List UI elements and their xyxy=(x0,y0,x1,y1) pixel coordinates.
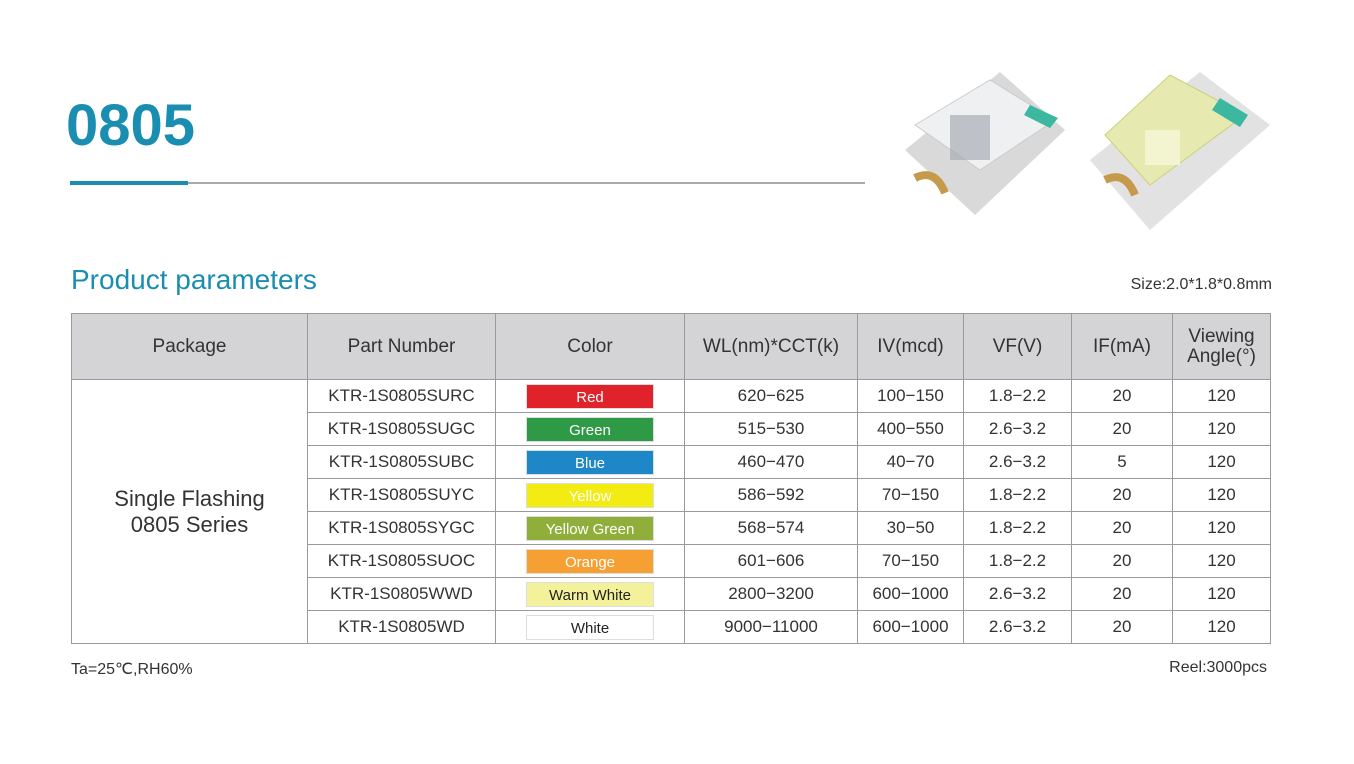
vf-cell: 2.6−3.2 xyxy=(963,445,1072,479)
iv-cell: 70−150 xyxy=(857,544,964,578)
color-swatch: Yellow xyxy=(526,482,654,508)
led-clear xyxy=(905,72,1065,215)
color-cell: Yellow xyxy=(495,478,685,512)
angle-cell: 120 xyxy=(1172,379,1271,413)
color-cell: Red xyxy=(495,379,685,413)
table-row: KTR-1S0805SUBC Blue 460−470 40−70 2.6−3.2 5 12… xyxy=(72,445,1271,479)
iv-cell: 30−50 xyxy=(857,511,964,545)
vf-cell: 2.6−3.2 xyxy=(963,412,1072,446)
iv-cell: 40−70 xyxy=(857,445,964,479)
if-cell: 5 xyxy=(1071,445,1173,479)
if-cell: 20 xyxy=(1071,412,1173,446)
footer-note: Reel:3000pcs xyxy=(1169,659,1267,676)
params-table: Package Part Number Color WL(nm)*CCT(k) IV(m… xyxy=(71,313,1271,644)
if-cell: 20 xyxy=(1071,478,1173,512)
if-cell: 20 xyxy=(1071,577,1173,611)
footer-note: Ta=25℃,RH60% xyxy=(71,661,193,678)
iv-cell: 600−1000 xyxy=(857,610,964,644)
table-row: KTR-1S0805SUYC Yellow 586−592 70−150 1.8−2.2… xyxy=(72,478,1271,512)
vf-cell: 2.6−3.2 xyxy=(963,610,1072,644)
decor xyxy=(70,72,1270,230)
angle-cell: 120 xyxy=(1172,577,1271,611)
wl-cell: 460−470 xyxy=(684,445,858,479)
if-cell: 20 xyxy=(1071,511,1173,545)
wl-cell: 515−530 xyxy=(684,412,858,446)
header-cell: Part Number xyxy=(307,313,496,380)
accent-line xyxy=(70,181,188,185)
table-row: Single Flashing 0805 Series KTR-1S0805SUR… xyxy=(71,379,1271,644)
if-cell: 20 xyxy=(1071,544,1173,578)
vf-cell: 1.8−2.2 xyxy=(963,478,1072,512)
angle-cell: 120 xyxy=(1172,511,1271,545)
header-cell: IV(mcd) xyxy=(857,313,964,380)
iv-cell: 600−1000 xyxy=(857,577,964,611)
wl-cell: 586−592 xyxy=(684,478,858,512)
wl-cell: 2800−3200 xyxy=(684,577,858,611)
color-cell: Yellow Green xyxy=(495,511,685,545)
color-swatch: White xyxy=(526,614,654,640)
angle-cell: 120 xyxy=(1172,478,1271,512)
part-cell: KTR-1S0805SUOC xyxy=(307,544,496,578)
if-cell: 20 xyxy=(1071,379,1173,413)
table-row: KTR-1S0805WD White 9000−11000 600−1000 2.6−3… xyxy=(72,610,1271,644)
part-cell: KTR-1S0805SUGC xyxy=(307,412,496,446)
part-cell: KTR-1S0805SURC xyxy=(307,379,496,413)
wl-cell: 9000−11000 xyxy=(684,610,858,644)
iv-cell: 70−150 xyxy=(857,478,964,512)
part-cell: KTR-1S0805SUBC xyxy=(307,445,496,479)
table-body: Single Flashing 0805 Series KTR-1S0805SUR… xyxy=(71,379,1271,644)
vf-cell: 1.8−2.2 xyxy=(963,379,1072,413)
header-cell: VF(V) xyxy=(963,313,1072,380)
if-cell: 20 xyxy=(1071,610,1173,644)
size-note: Size:2.0*1.8*0.8mm xyxy=(1130,276,1272,293)
vf-cell: 1.8−2.2 xyxy=(963,544,1072,578)
part-cell: KTR-1S0805SUYC xyxy=(307,478,496,512)
angle-cell: 120 xyxy=(1172,412,1271,446)
header-cell: Package xyxy=(71,313,308,380)
iv-cell: 100−150 xyxy=(857,379,964,413)
header-row: Package Part Number Color WL(nm)*CCT(k) IV(m… xyxy=(71,313,1271,380)
title: 0805 xyxy=(66,93,196,158)
color-swatch: Green xyxy=(526,416,654,442)
wl-cell: 601−606 xyxy=(684,544,858,578)
angle-cell: 120 xyxy=(1172,544,1271,578)
iv-cell: 400−550 xyxy=(857,412,964,446)
led-yellow xyxy=(1090,72,1270,230)
color-swatch: Red xyxy=(526,383,654,409)
vf-cell: 2.6−3.2 xyxy=(963,577,1072,611)
color-cell: Warm White xyxy=(495,577,685,611)
color-swatch: Yellow Green xyxy=(526,515,654,541)
wl-cell: 568−574 xyxy=(684,511,858,545)
table-row: KTR-1S0805SYGC Yellow Green 568−574 30−50 1.… xyxy=(72,511,1271,545)
color-cell: Orange xyxy=(495,544,685,578)
header-cell: WL(nm)*CCT(k) xyxy=(684,313,858,380)
color-cell: Green xyxy=(495,412,685,446)
part-cell: KTR-1S0805SYGC xyxy=(307,511,496,545)
angle-cell: 120 xyxy=(1172,610,1271,644)
color-swatch: Warm White xyxy=(526,581,654,607)
vf-cell: 1.8−2.2 xyxy=(963,511,1072,545)
header-cell: IF(mA) xyxy=(1071,313,1173,380)
color-cell: White xyxy=(495,610,685,644)
color-swatch: Blue xyxy=(526,449,654,475)
header-cell: Viewing Angle(°) xyxy=(1172,313,1271,380)
part-cell: KTR-1S0805WD xyxy=(307,610,496,644)
section-title: Product parameters xyxy=(71,264,317,295)
wl-cell: 620−625 xyxy=(684,379,858,413)
color-cell: Blue xyxy=(495,445,685,479)
table-row: KTR-1S0805SUGC Green 515−530 400−550 2.6−3.2… xyxy=(72,412,1271,446)
header-cell: Color xyxy=(495,313,685,380)
package-cell: Single Flashing 0805 Series xyxy=(71,379,308,644)
part-cell: KTR-1S0805WWD xyxy=(307,577,496,611)
table-row: KTR-1S0805WWD Warm White 2800−3200 600−1000… xyxy=(72,577,1271,611)
color-swatch: Orange xyxy=(526,548,654,574)
angle-cell: 120 xyxy=(1172,445,1271,479)
